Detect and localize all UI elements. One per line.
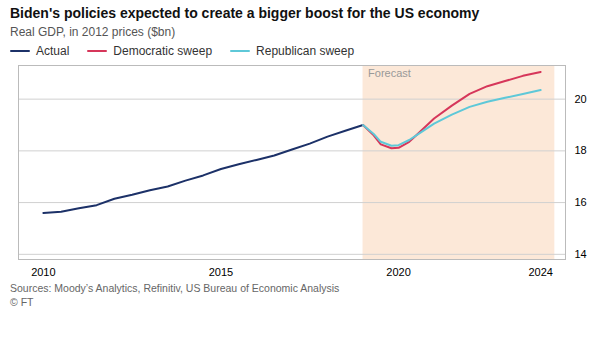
svg-text:20: 20 xyxy=(575,93,587,105)
svg-text:Forecast: Forecast xyxy=(368,67,411,79)
html-text:© FT: © FT xyxy=(10,296,34,308)
html-text:Actual: Actual xyxy=(36,44,70,58)
html-text:Sources: Moody’s Analytics, Re: Sources: Moody’s Analytics, Refinitiv, U… xyxy=(10,282,340,294)
svg-text:14: 14 xyxy=(575,248,587,260)
html-text:Democratic sweep: Democratic sweep xyxy=(113,44,213,58)
svg-text:16: 16 xyxy=(575,196,587,208)
svg-text:2015: 2015 xyxy=(209,266,233,278)
html-text:Biden's policies expected to c: Biden's policies expected to create a bi… xyxy=(10,5,480,21)
html-text:Real GDP, in 2012 prices ($bn): Real GDP, in 2012 prices ($bn) xyxy=(10,25,176,39)
svg-text:2024: 2024 xyxy=(528,266,552,278)
svg-text:2020: 2020 xyxy=(386,266,410,278)
svg-text:2010: 2010 xyxy=(31,266,55,278)
html-text:Republican sweep: Republican sweep xyxy=(256,44,355,58)
svg-text:18: 18 xyxy=(575,144,587,156)
